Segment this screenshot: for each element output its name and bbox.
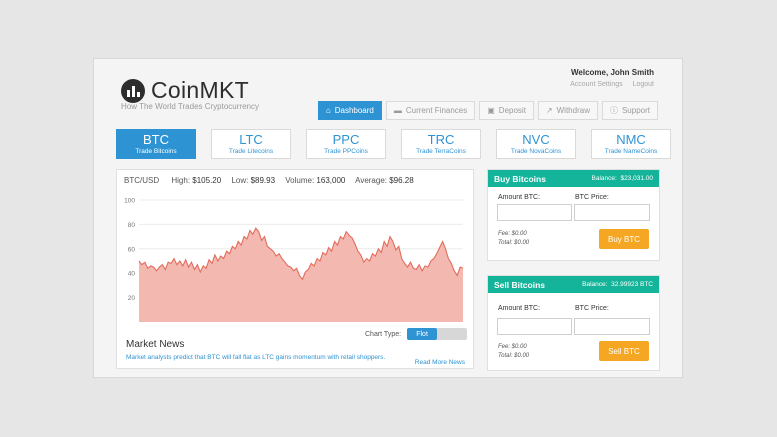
coin-tab-ppc[interactable]: PPC Trade PPCoins	[306, 129, 386, 159]
nav-label: Current Finances	[405, 106, 468, 115]
buy-fee: Fee: $0.00	[498, 231, 527, 237]
chart-type-toggle[interactable]: Flot	[407, 328, 468, 340]
read-more-news-link[interactable]: Read More News	[414, 359, 465, 366]
price-line	[138, 227, 464, 281]
market-stats: BTC/USD High: $105.20 Low: $89.93 Volume…	[124, 176, 422, 185]
coin-symbol: NVC	[522, 132, 550, 147]
chart-type-label: Chart Type:	[365, 330, 402, 338]
coin-tab-btc[interactable]: BTC Trade Bitcoins	[116, 129, 196, 159]
sell-panel: Sell Bitcoins Balance: 32.99923 BTC Amou…	[487, 275, 660, 371]
nav-label: Support	[621, 106, 650, 115]
coin-symbol: BTC	[143, 132, 169, 147]
buy-fees: Fee: $0.00 Total: $0.00	[498, 230, 529, 248]
high-value: $105.20	[192, 176, 222, 185]
sell-fee: Fee: $0.00	[498, 344, 527, 350]
news-title: Market News	[126, 339, 185, 350]
coin-symbol: TRC	[427, 132, 455, 147]
money-icon: ▬	[393, 106, 402, 115]
buy-header: Buy Bitcoins Balance: $23,031.00	[488, 170, 659, 187]
coin-tab-trc[interactable]: TRC Trade TerraCoins	[401, 129, 481, 159]
info-icon: ⓘ	[609, 106, 618, 115]
app-frame: CoinMKT How The World Trades Cryptocurre…	[93, 58, 683, 378]
volume-value: 163,000	[316, 176, 346, 185]
nav-deposit[interactable]: ▣ Deposit	[479, 101, 534, 120]
deposit-icon: ▣	[487, 106, 495, 115]
sell-total: Total: $0.00	[498, 353, 530, 359]
coin-symbol: PPC	[332, 132, 360, 147]
welcome-text: Welcome, John Smith	[571, 68, 654, 77]
chart-type-flot[interactable]: Flot	[407, 328, 438, 340]
y-tick-label: 100	[124, 198, 135, 205]
coin-tab-ltc[interactable]: LTC Trade Litecoins	[211, 129, 291, 159]
sell-title: Sell Bitcoins	[494, 279, 546, 290]
logo-bars-icon	[121, 78, 145, 103]
coin-tab-nmc[interactable]: NMC Trade NameCoins	[591, 129, 671, 159]
coin-tab-nvc[interactable]: NVC Trade NovaCoins	[496, 129, 576, 159]
buy-btc-button[interactable]: Buy BTC	[599, 229, 649, 249]
sell-price-label: BTC Price:	[575, 305, 609, 312]
buy-balance: Balance: $23,031.00	[592, 175, 653, 182]
coin-name: Trade NameCoins	[604, 148, 658, 155]
nav-support[interactable]: ⓘ Support	[601, 101, 658, 120]
y-tick-label: 60	[128, 246, 136, 253]
high-label: High:	[171, 176, 191, 185]
sell-amount-label: Amount BTC:	[498, 305, 541, 312]
sell-fees: Fee: $0.00 Total: $0.00	[498, 343, 529, 361]
logo[interactable]: CoinMKT	[121, 77, 249, 104]
buy-panel: Buy Bitcoins Balance: $23,031.00 Amount …	[487, 169, 660, 261]
buy-amount-input[interactable]	[497, 204, 572, 221]
brand-tagline: How The World Trades Cryptocurrency	[121, 102, 259, 111]
nav-label: Withdraw	[556, 106, 590, 115]
sell-balance: Balance: 32.99923 BTC	[582, 281, 653, 288]
coin-tabs: BTC Trade Bitcoins LTC Trade Litecoins P…	[116, 129, 671, 159]
nav-label: Deposit	[498, 106, 526, 115]
low-label: Low:	[231, 176, 249, 185]
buy-price-input[interactable]	[574, 204, 650, 221]
withdraw-icon: ↗	[545, 106, 553, 115]
buy-title: Buy Bitcoins	[494, 173, 546, 184]
buy-price-label: BTC Price:	[575, 194, 609, 201]
volume-label: Volume:	[285, 176, 315, 185]
coin-name: Trade Bitcoins	[135, 148, 177, 155]
buy-amount-label: Amount BTC:	[498, 194, 541, 201]
coin-symbol: NMC	[616, 132, 646, 147]
low-value: $89.93	[250, 176, 276, 185]
y-tick-label: 80	[128, 222, 136, 229]
sell-header: Sell Bitcoins Balance: 32.99923 BTC	[488, 276, 659, 293]
coin-name: Trade Litecoins	[228, 148, 274, 155]
coin-name: Trade TerraCoins	[416, 148, 466, 155]
buy-balance-value: $23,031.00	[620, 175, 653, 182]
home-icon: ⌂	[325, 106, 331, 115]
nav-current-finances[interactable]: ▬ Current Finances	[385, 101, 476, 120]
news-text[interactable]: Market analysts predict that BTC will fa…	[126, 354, 386, 361]
buy-total: Total: $0.00	[498, 240, 530, 246]
nav-withdraw[interactable]: ↗ Withdraw	[537, 101, 598, 120]
coin-name: Trade NovaCoins	[510, 148, 562, 155]
y-tick-label: 40	[128, 271, 136, 278]
sell-btc-button[interactable]: Sell BTC	[599, 341, 649, 361]
chart-type-control: Chart Type: Flot	[365, 328, 468, 340]
y-tick-label: 20	[128, 295, 136, 302]
coin-symbol: LTC	[239, 132, 263, 147]
price-chart: 20 40 60 80 100	[124, 198, 464, 322]
sell-balance-label: Balance:	[582, 281, 608, 288]
sell-price-input[interactable]	[574, 318, 650, 335]
price-area	[139, 228, 463, 322]
average-value: $96.28	[389, 176, 414, 185]
sell-amount-input[interactable]	[497, 318, 572, 335]
main-nav: ⌂ Dashboard ▬ Current Finances ▣ Deposit…	[317, 101, 658, 120]
buy-balance-label: Balance:	[591, 175, 617, 182]
brand-name: CoinMKT	[151, 77, 249, 103]
sell-balance-value: 32.99923 BTC	[611, 281, 653, 288]
user-area: Welcome, John Smith Account Settings Log…	[562, 68, 654, 88]
nav-label: Dashboard	[334, 106, 374, 115]
account-settings-link[interactable]: Account Settings	[570, 81, 623, 88]
chart-panel: BTC/USD High: $105.20 Low: $89.93 Volume…	[116, 169, 474, 369]
nav-dashboard[interactable]: ⌂ Dashboard	[317, 101, 382, 120]
pair-label: BTC/USD	[124, 176, 160, 185]
coin-name: Trade PPCoins	[324, 148, 368, 155]
logout-link[interactable]: Logout	[632, 81, 654, 88]
average-label: Average:	[355, 176, 387, 185]
